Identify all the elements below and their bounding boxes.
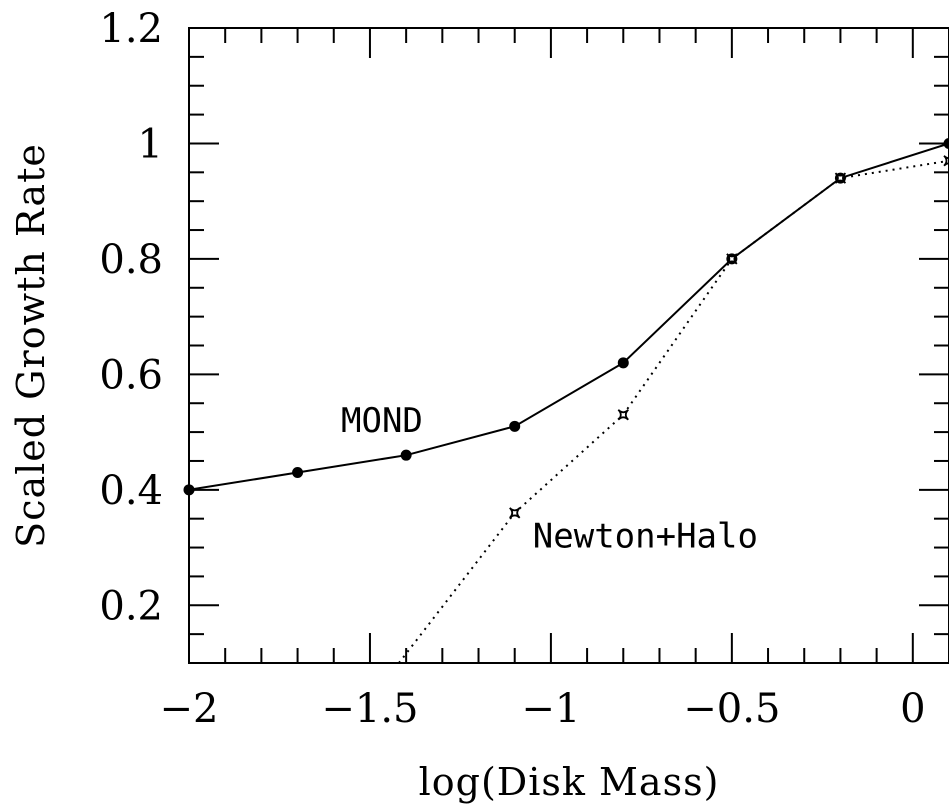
y-tick-label: 0.4 — [99, 468, 163, 514]
y-tick-label: 0.6 — [99, 352, 163, 398]
y-tick-label: 1 — [138, 121, 163, 167]
mond-point — [292, 467, 304, 478]
series-newton-halo-line — [398, 159, 949, 663]
tick-labels: −2 −1.5 −1 −0.5 0 0.2 0.4 0.6 0.8 1 1.2 — [99, 6, 925, 732]
series-lines — [189, 142, 949, 663]
x-tick-label: 0 — [900, 686, 925, 732]
mond-point — [509, 420, 521, 432]
axis-ticks — [188, 27, 949, 664]
y-tick-label: 0.2 — [99, 583, 163, 629]
y-tick-label: 1.2 — [99, 6, 163, 52]
series-markers — [183, 137, 949, 519]
y-axis-title: Scaled Growth Rate — [9, 143, 53, 548]
y-tick-label: 0.8 — [99, 237, 163, 283]
plot-frame — [188, 27, 949, 664]
mond-point — [943, 137, 949, 149]
mond-point — [400, 449, 412, 461]
series-mond-line — [189, 142, 949, 491]
mond-point — [617, 357, 629, 369]
x-tick-label: −2 — [160, 686, 219, 732]
annotation-mond: MOND — [341, 401, 423, 441]
x-axis-title: log(Disk Mass) — [419, 760, 720, 804]
newton-halo-point — [509, 507, 521, 519]
newton-halo-point — [943, 155, 949, 167]
annotation-newton-halo: Newton+Halo — [533, 517, 758, 557]
x-tick-label: −0.5 — [683, 686, 780, 732]
x-tick-label: −1.5 — [321, 686, 418, 732]
newton-halo-point — [617, 409, 629, 421]
newton-halo-point — [726, 253, 738, 265]
x-tick-label: −1 — [521, 686, 580, 732]
